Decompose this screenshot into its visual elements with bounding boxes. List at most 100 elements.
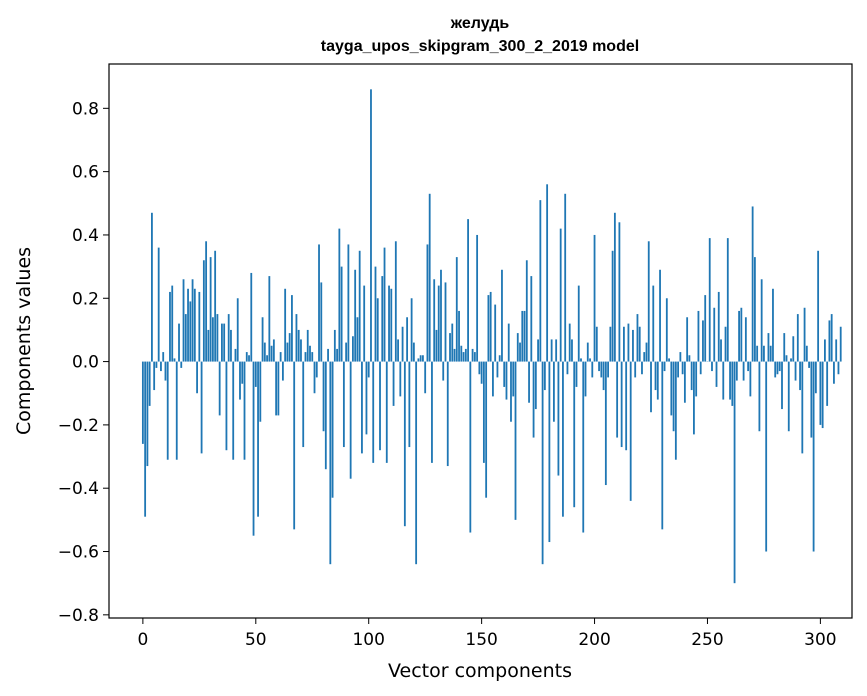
- y-tick-label: 0.2: [72, 289, 99, 309]
- bar: [496, 361, 499, 378]
- bar: [543, 361, 546, 391]
- bar: [431, 361, 433, 463]
- bar: [225, 361, 228, 451]
- bar: [252, 361, 255, 536]
- bar: [625, 361, 628, 451]
- bar: [302, 361, 305, 448]
- bar: [564, 193, 567, 362]
- bar: [286, 342, 289, 362]
- bar: [758, 361, 761, 432]
- bar: [281, 361, 284, 381]
- bar: [324, 361, 327, 470]
- bar: [679, 352, 682, 362]
- bar: [772, 288, 774, 362]
- bar: [663, 361, 666, 372]
- bar: [187, 288, 189, 362]
- bar: [507, 323, 510, 362]
- bar: [412, 342, 415, 362]
- bar: [164, 361, 167, 381]
- bar: [464, 348, 467, 362]
- bar: [577, 285, 580, 362]
- bar: [724, 326, 727, 362]
- bar: [449, 333, 451, 362]
- bar: [329, 361, 332, 565]
- bar: [166, 361, 169, 460]
- bar: [668, 358, 670, 362]
- bar: [467, 219, 469, 362]
- bar: [320, 282, 323, 362]
- bar: [446, 361, 449, 467]
- bar: [627, 323, 630, 362]
- bar: [562, 361, 564, 517]
- bar: [352, 336, 354, 362]
- chart-title: желудь: [450, 15, 510, 32]
- bar: [654, 361, 657, 391]
- bar: [162, 352, 165, 362]
- bar: [826, 361, 829, 406]
- x-axis-label: Vector components: [388, 660, 572, 682]
- bar: [790, 358, 792, 362]
- bar: [284, 288, 287, 362]
- bar: [559, 228, 562, 362]
- bar: [433, 279, 436, 362]
- bar: [376, 298, 379, 362]
- bar: [202, 260, 205, 362]
- bar: [184, 314, 187, 362]
- bar: [243, 361, 246, 460]
- bar: [250, 272, 253, 362]
- bar: [424, 361, 427, 394]
- bar: [370, 89, 372, 362]
- bar: [245, 352, 248, 362]
- bar: [349, 361, 352, 479]
- bar: [824, 339, 826, 362]
- bar: [568, 323, 571, 362]
- bar: [647, 241, 650, 362]
- bar: [455, 257, 458, 362]
- bar: [266, 355, 268, 362]
- bar: [191, 279, 194, 362]
- bar: [211, 317, 214, 362]
- bar: [207, 329, 210, 362]
- bar: [501, 269, 503, 362]
- bar: [763, 345, 765, 362]
- bar: [753, 257, 756, 362]
- bar: [774, 361, 777, 378]
- bar: [595, 326, 598, 362]
- bar: [338, 228, 341, 362]
- x-tick-label: 0: [137, 630, 148, 650]
- bar: [381, 276, 384, 362]
- bar: [239, 361, 241, 400]
- bar: [171, 285, 174, 362]
- bar: [300, 339, 302, 362]
- bar: [440, 269, 442, 362]
- bar: [144, 361, 147, 517]
- bar: [738, 310, 740, 362]
- bar: [221, 323, 223, 362]
- bar: [580, 358, 582, 362]
- bar: [532, 361, 535, 438]
- bar: [315, 361, 318, 378]
- bar: [589, 358, 591, 362]
- bar: [650, 361, 652, 413]
- bar: [778, 361, 781, 372]
- bar: [505, 361, 508, 400]
- bar: [205, 241, 208, 362]
- x-tick-label: 50: [245, 630, 267, 650]
- bar: [839, 326, 842, 362]
- bar: [695, 361, 698, 397]
- bar: [586, 342, 589, 362]
- bar: [193, 288, 196, 362]
- bar: [218, 361, 221, 416]
- bar: [751, 206, 754, 362]
- bar: [462, 352, 465, 362]
- bar: [814, 361, 817, 394]
- bar: [372, 361, 375, 463]
- bar: [437, 285, 440, 362]
- bar: [173, 358, 176, 362]
- bar: [717, 291, 720, 362]
- bar: [787, 361, 790, 432]
- bar: [591, 361, 594, 378]
- bar: [812, 361, 815, 552]
- bar: [616, 361, 619, 438]
- bar: [151, 212, 153, 362]
